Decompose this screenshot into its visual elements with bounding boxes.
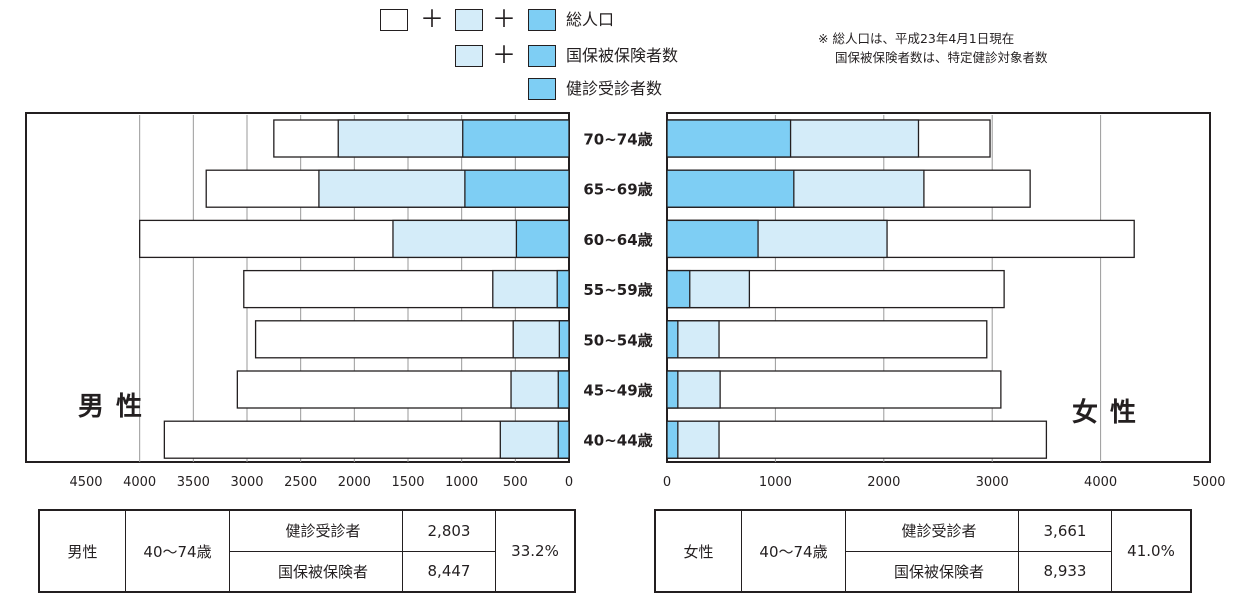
male-tick-label: 1000 [445,475,478,490]
summary-female-rate: 41.0% [1111,509,1192,593]
legend-swatch-examinees-2 [528,45,556,67]
summary-female-row1-value: 3,661 [1018,509,1112,552]
male-bar-examinees [557,370,570,409]
male-bar-examinees [464,169,570,208]
summary-female-row1-label: 健診受診者 [845,509,1019,552]
legend-swatch-population [380,9,408,31]
male-tick-label: 2500 [284,475,317,490]
male-bar-insured [499,420,570,459]
legend-plus-2: ＋ [492,5,516,33]
female-bar-examinees [666,370,679,409]
summary-male-row2-label: 国保被保険者 [229,550,403,593]
male-bar-examinees [462,119,570,158]
female-bar-examinees [666,219,759,259]
female-tick-label: 0 [663,475,671,490]
female-tick-label: 1000 [759,475,792,490]
male-tick-label: 500 [503,475,528,490]
summary-female-row2-value: 8,933 [1018,550,1112,593]
legend-label-examinees: 健診受診者数 [566,79,663,98]
female-bar-population [666,370,1002,409]
age-group-label: 60~64歳 [583,231,652,249]
age-group-label: 55~59歳 [583,281,652,299]
summary-table-female: 女性 40～74歳 健診受診者 3,661 41.0% 国保被保険者 8,933 [654,509,1192,593]
note-line-1: ※ 総人口は、平成23年4月1日現在 [818,31,1015,46]
summary-male-rate: 33.2% [495,509,576,593]
age-group-label: 50~54歳 [583,331,652,349]
male-bar-examinees [515,219,570,259]
legend-swatch-insured [455,9,483,31]
female-tick-label: 4000 [1084,475,1117,490]
female-tick-label: 3000 [976,475,1009,490]
female-bar-examinees [666,119,792,158]
summary-female-row2-label: 国保被保険者 [845,550,1019,593]
male-tick-label: 1500 [391,475,424,490]
summary-male-sex: 男性 [38,509,126,593]
legend-plus-1: ＋ [420,5,444,33]
summary-male-row1-value: 2,803 [402,509,496,552]
male-tick-label: 4500 [69,475,102,490]
legend-label-population: 総人口 [566,10,615,29]
male-label: 男性 [78,392,155,422]
male-tick-label: 3500 [177,475,210,490]
female-label: 女性 [1072,398,1149,428]
age-group-label: 70~74歳 [583,131,652,149]
male-tick-label: 3000 [230,475,263,490]
female-bar-population [666,420,1048,459]
legend-swatch-examinees-3 [528,78,556,100]
female-tick-label: 2000 [867,475,900,490]
summary-male-row2-value: 8,447 [402,550,496,593]
legend-label-insured: 国保被保険者数 [566,46,679,65]
summary-table-male: 男性 40～74歳 健診受診者 2,803 33.2% 国保被保険者 8,447 [38,509,576,593]
legend-swatch-examinees [528,9,556,31]
legend-swatch-insured-2 [455,45,483,67]
summary-male-row1-label: 健診受診者 [229,509,403,552]
male-tick-label: 2000 [338,475,371,490]
male-bar-insured [492,269,570,309]
summary-female-sex: 女性 [654,509,742,593]
male-tick-label: 4000 [123,475,156,490]
female-tick-label: 5000 [1192,475,1225,490]
male-bar-examinees [558,320,570,359]
male-bar-examinees [556,269,570,309]
male-tick-label: 0 [565,475,573,490]
note-line-2: 国保被保険者数は、特定健診対象者数 [835,50,1048,65]
summary-female-age: 40～74歳 [741,509,846,593]
age-group-label: 40~44歳 [583,432,652,450]
female-bar-examinees [666,320,679,359]
male-bar-examinees [557,420,570,459]
summary-male-age: 40～74歳 [125,509,230,593]
age-group-label: 45~49歳 [583,382,652,400]
female-bar-examinees [666,269,691,309]
female-bar-examinees [666,420,679,459]
age-group-label: 65~69歳 [583,181,652,199]
legend-plus-3: ＋ [492,41,516,69]
female-bar-examinees [666,169,795,208]
population-pyramid-chart: 70~74歳 65~69歳 60~64歳 55~59歳 50~54歳 45~49歳 40~4… [25,112,1226,490]
